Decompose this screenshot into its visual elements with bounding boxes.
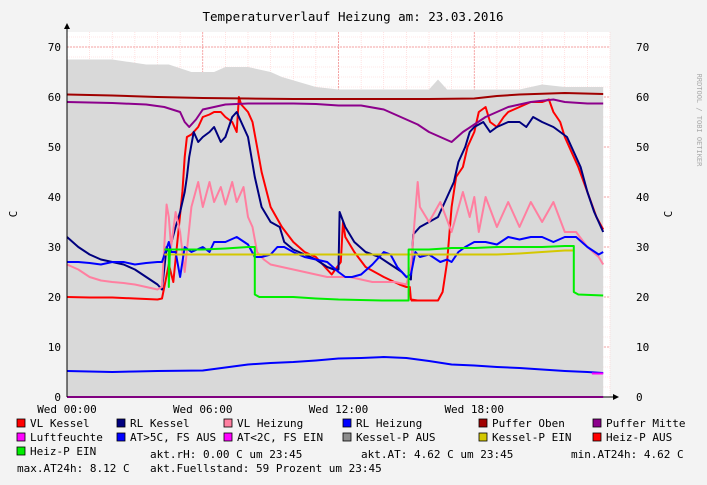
y-axis-label-left: C	[7, 211, 20, 218]
series-line-heiz-p-ein	[164, 245, 604, 302]
info-max-at24h: max.AT24h: 8.12 C	[17, 462, 130, 475]
legend-label: Kessel-P AUS	[356, 431, 435, 444]
legend-label: RL Heizung	[356, 417, 422, 430]
legend-label: VL Heizung	[237, 417, 303, 430]
series-line-at-5c-fs-aus	[66, 356, 604, 374]
x-tick-label: Wed 12:00	[309, 403, 369, 416]
series-line-puffer-mitte	[66, 98, 604, 143]
x-axis-arrow	[613, 394, 619, 400]
info-min-at24h: min.AT24h: 4.62 C	[571, 448, 684, 461]
legend-swatch	[116, 418, 126, 428]
series-lines	[66, 92, 605, 398]
series-line-kessel-p-ein	[164, 249, 574, 256]
legend-swatch	[16, 418, 26, 428]
y-tick-label-right: 50	[636, 141, 649, 154]
y-tick-label-left: 30	[48, 241, 61, 254]
y-tick-label-left: 40	[48, 191, 61, 204]
legend-label: RL Kessel	[130, 417, 190, 430]
y-tick-label-right: 60	[636, 91, 649, 104]
y-tick-label-right: 0	[636, 391, 643, 404]
legend-swatch	[116, 432, 126, 442]
legend-swatch	[223, 418, 233, 428]
y-tick-label-left: 50	[48, 141, 61, 154]
y-tick-label-left: 20	[48, 291, 61, 304]
y-tick-label-left: 0	[54, 391, 61, 404]
info-fuellstand: akt.Fuellstand: 59 Prozent um 23:45	[150, 462, 382, 475]
legend-swatch	[592, 418, 602, 428]
info-akt-at: akt.AT: 4.62 C um 23:45	[361, 448, 513, 461]
legend-label: VL Kessel	[30, 417, 90, 430]
legend	[16, 418, 602, 456]
legend-label: Heiz-P EIN	[30, 445, 96, 458]
x-tick-label: Wed 06:00	[173, 403, 233, 416]
legend-label: Puffer Oben	[492, 417, 565, 430]
legend-label: Puffer Mitte	[606, 417, 685, 430]
series-line-vl-kessel	[66, 96, 605, 302]
series-line-puffer-oben	[66, 92, 604, 100]
y-tick-label-left: 10	[48, 341, 61, 354]
legend-label: Luftfeuchte	[30, 431, 103, 444]
legend-swatch	[16, 432, 26, 442]
series-line-rl-heizung	[67, 236, 604, 278]
legend-swatch	[478, 432, 488, 442]
legend-swatch	[478, 418, 488, 428]
legend-label: Kessel-P EIN	[492, 431, 571, 444]
series-area-kessel-p-aus	[67, 59, 604, 397]
y-tick-label-right: 10	[636, 341, 649, 354]
y-tick-label-right: 70	[636, 41, 649, 54]
legend-swatch	[342, 432, 352, 442]
x-tick-label: Wed 00:00	[37, 403, 97, 416]
y-tick-label-left: 70	[48, 41, 61, 54]
legend-label: Heiz-P AUS	[606, 431, 672, 444]
y-tick-label-right: 20	[636, 291, 649, 304]
legend-swatch	[592, 432, 602, 442]
legend-swatch	[342, 418, 352, 428]
info-akt-rh: akt.rH: 0.00 C um 23:45	[150, 448, 302, 461]
y-tick-label-right: 40	[636, 191, 649, 204]
y-tick-label-right: 30	[636, 241, 649, 254]
legend-swatch	[223, 432, 233, 442]
series-line-vl-heizung	[66, 181, 605, 291]
y-axis-arrow	[64, 23, 70, 29]
y-axis-label-right: C	[662, 211, 675, 218]
y-tick-label-left: 60	[48, 91, 61, 104]
x-tick-label: Wed 18:00	[444, 403, 504, 416]
legend-label: AT>5C, FS AUS	[130, 431, 216, 444]
watermark: RRDTOOL / TOBI OETIKER	[695, 74, 703, 168]
legend-swatch	[16, 446, 26, 456]
chart-title: Temperaturverlauf Heizung am: 23.03.2016	[202, 9, 503, 24]
series-line-rl-kessel	[66, 111, 605, 291]
legend-label: AT<2C, FS EIN	[237, 431, 323, 444]
